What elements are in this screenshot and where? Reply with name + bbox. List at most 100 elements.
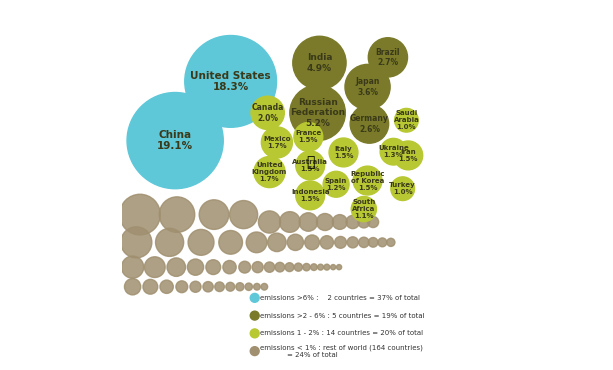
Circle shape [303, 263, 310, 271]
Text: China
19.1%: China 19.1% [157, 130, 193, 151]
Circle shape [188, 259, 204, 275]
Circle shape [250, 347, 259, 356]
Circle shape [290, 85, 345, 141]
Text: Australia
1.5%: Australia 1.5% [292, 159, 328, 172]
Text: India
4.9%: India 4.9% [306, 53, 332, 73]
Circle shape [287, 234, 303, 250]
Circle shape [316, 213, 333, 231]
Circle shape [121, 227, 152, 258]
Circle shape [329, 138, 358, 167]
Text: Republic
of Korea
1.5%: Republic of Korea 1.5% [350, 171, 385, 191]
Text: 🦘: 🦘 [306, 155, 314, 169]
Circle shape [351, 196, 376, 222]
Circle shape [223, 260, 236, 274]
Circle shape [254, 283, 261, 290]
Circle shape [264, 262, 275, 272]
Circle shape [268, 233, 286, 252]
Text: Indonesia
1.5%: Indonesia 1.5% [291, 189, 329, 202]
Circle shape [358, 216, 370, 228]
Circle shape [359, 237, 369, 248]
Circle shape [120, 194, 161, 235]
Circle shape [391, 177, 414, 201]
Text: France
1.5%: France 1.5% [295, 130, 321, 144]
Circle shape [378, 238, 387, 247]
Circle shape [294, 263, 302, 271]
Circle shape [250, 311, 259, 320]
Circle shape [176, 281, 188, 293]
Circle shape [127, 92, 223, 189]
Circle shape [185, 36, 276, 127]
Circle shape [311, 264, 318, 270]
Text: Japan
3.6%: Japan 3.6% [356, 77, 379, 97]
Text: Russian
Federation
5.2%: Russian Federation 5.2% [290, 98, 345, 128]
Circle shape [188, 229, 214, 255]
Text: emissions >2 - 6% : 5 countries = 19% of total: emissions >2 - 6% : 5 countries = 19% of… [261, 313, 425, 319]
Text: United States
18.3%: United States 18.3% [191, 71, 271, 92]
Circle shape [324, 264, 330, 270]
Circle shape [254, 157, 285, 188]
Circle shape [295, 151, 325, 180]
Circle shape [368, 38, 408, 77]
Circle shape [346, 215, 359, 229]
Text: South
Africa
1.1%: South Africa 1.1% [352, 199, 376, 219]
Circle shape [323, 171, 349, 197]
Circle shape [350, 105, 389, 143]
Text: Italy
1.5%: Italy 1.5% [333, 146, 353, 159]
Circle shape [145, 257, 165, 278]
Text: emissions >6% :    2 countries = 37% of total: emissions >6% : 2 countries = 37% of tot… [261, 295, 421, 301]
Text: Mexico
1.7%: Mexico 1.7% [263, 136, 291, 149]
Circle shape [124, 279, 141, 295]
Circle shape [299, 213, 318, 231]
Circle shape [320, 236, 333, 249]
Circle shape [293, 36, 346, 90]
Circle shape [345, 64, 390, 110]
Circle shape [318, 264, 324, 270]
Text: emissions < 1% : rest of world (164 countries)
            = 24% of total: emissions < 1% : rest of world (164 coun… [261, 344, 423, 358]
Circle shape [305, 235, 319, 250]
Circle shape [332, 215, 347, 229]
Circle shape [160, 280, 173, 293]
Circle shape [219, 231, 243, 254]
Circle shape [261, 283, 268, 290]
Circle shape [245, 283, 253, 290]
Circle shape [215, 282, 224, 292]
Circle shape [190, 281, 201, 292]
Circle shape [239, 261, 251, 273]
Circle shape [337, 265, 341, 270]
Circle shape [353, 166, 382, 195]
Circle shape [251, 96, 284, 130]
Circle shape [143, 279, 158, 294]
Circle shape [167, 258, 186, 276]
Circle shape [226, 282, 235, 291]
Circle shape [250, 329, 259, 338]
Circle shape [330, 265, 336, 270]
Circle shape [203, 282, 213, 292]
Circle shape [206, 260, 221, 275]
Circle shape [394, 141, 423, 170]
Text: Spain
1.2%: Spain 1.2% [325, 178, 347, 191]
Circle shape [395, 108, 418, 132]
Circle shape [294, 122, 323, 151]
Circle shape [275, 262, 284, 272]
Text: Ukraine
1.3%: Ukraine 1.3% [378, 145, 409, 158]
Circle shape [280, 212, 300, 232]
Circle shape [229, 201, 257, 229]
Text: Canada
2.0%: Canada 2.0% [251, 103, 284, 122]
Text: Brazil
2.7%: Brazil 2.7% [376, 48, 400, 67]
Text: Germany
2.6%: Germany 2.6% [350, 114, 389, 134]
Text: Saudi
Arabia
1.0%: Saudi Arabia 1.0% [394, 110, 419, 130]
Text: United
Kingdom
1.7%: United Kingdom 1.7% [252, 162, 287, 182]
Circle shape [368, 216, 379, 228]
Circle shape [387, 238, 395, 246]
Circle shape [252, 262, 263, 273]
Text: Iran
1.5%: Iran 1.5% [398, 149, 418, 162]
Circle shape [156, 228, 184, 256]
Circle shape [259, 211, 281, 233]
Circle shape [380, 138, 407, 165]
Circle shape [159, 197, 195, 232]
Circle shape [261, 127, 292, 158]
Circle shape [335, 236, 346, 248]
Circle shape [347, 237, 359, 248]
Circle shape [285, 263, 294, 272]
Circle shape [368, 238, 378, 247]
